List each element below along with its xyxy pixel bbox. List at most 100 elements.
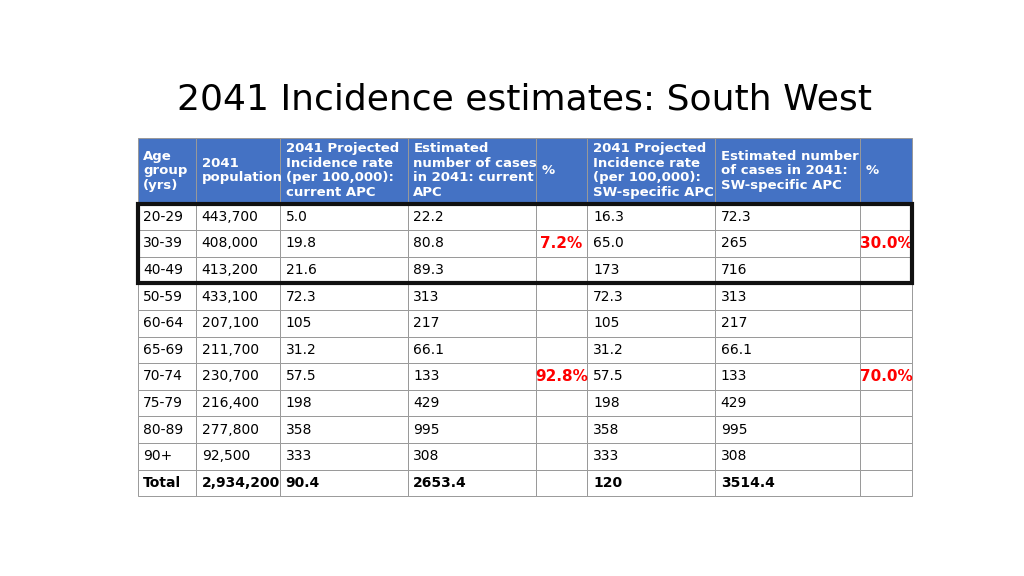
Text: 173: 173 <box>593 263 620 277</box>
Text: 133: 133 <box>414 369 439 384</box>
Text: 66.1: 66.1 <box>721 343 752 357</box>
Text: 57.5: 57.5 <box>286 369 316 384</box>
Bar <box>588 416 715 443</box>
Text: 120: 120 <box>593 476 623 490</box>
Bar <box>588 283 715 310</box>
Text: 716: 716 <box>721 263 748 277</box>
Text: 21.6: 21.6 <box>286 263 316 277</box>
Bar <box>408 230 536 257</box>
Text: %: % <box>541 164 554 177</box>
Text: 30.0%: 30.0% <box>860 236 912 251</box>
Text: 22.2: 22.2 <box>414 210 444 224</box>
Text: 105: 105 <box>593 316 620 330</box>
Bar <box>536 257 588 283</box>
Text: 358: 358 <box>286 423 312 437</box>
Bar <box>197 203 280 230</box>
Bar <box>860 390 912 416</box>
Text: 995: 995 <box>721 423 748 437</box>
Bar <box>715 336 860 363</box>
Bar <box>536 443 588 469</box>
Text: 443,700: 443,700 <box>202 210 259 224</box>
Text: 216,400: 216,400 <box>202 396 259 410</box>
Bar <box>588 469 715 497</box>
Bar <box>408 363 536 390</box>
Text: 31.2: 31.2 <box>593 343 624 357</box>
Text: 65.0: 65.0 <box>593 236 624 251</box>
Bar <box>280 390 408 416</box>
Text: 105: 105 <box>286 316 312 330</box>
Text: 358: 358 <box>593 423 620 437</box>
Bar <box>860 336 912 363</box>
Bar <box>280 310 408 336</box>
Bar <box>536 336 588 363</box>
Bar <box>197 283 280 310</box>
Text: 217: 217 <box>721 316 748 330</box>
Text: 90+: 90+ <box>143 449 172 463</box>
Bar <box>536 469 588 497</box>
Bar <box>588 230 715 257</box>
Bar <box>137 203 912 283</box>
Bar <box>280 469 408 497</box>
Bar <box>197 390 280 416</box>
Text: 217: 217 <box>414 316 439 330</box>
Bar <box>137 257 197 283</box>
Bar <box>715 416 860 443</box>
Bar <box>536 203 588 230</box>
Text: 265: 265 <box>721 236 748 251</box>
Bar <box>715 443 860 469</box>
Bar <box>137 416 197 443</box>
Text: Estimated number
of cases in 2041:
SW-specific APC: Estimated number of cases in 2041: SW-sp… <box>721 150 858 192</box>
Bar <box>860 257 912 283</box>
Bar <box>137 203 197 230</box>
Text: 20-29: 20-29 <box>143 210 183 224</box>
Bar <box>197 416 280 443</box>
Text: Total: Total <box>143 476 181 490</box>
Text: 2653.4: 2653.4 <box>414 476 467 490</box>
Text: 66.1: 66.1 <box>414 343 444 357</box>
Bar <box>860 416 912 443</box>
Text: 90.4: 90.4 <box>286 476 319 490</box>
Text: 313: 313 <box>721 290 748 304</box>
Bar <box>408 203 536 230</box>
Bar <box>715 283 860 310</box>
Text: 333: 333 <box>286 449 311 463</box>
Bar <box>280 336 408 363</box>
Text: 60-64: 60-64 <box>143 316 183 330</box>
Bar <box>588 257 715 283</box>
Text: 308: 308 <box>721 449 748 463</box>
Text: 16.3: 16.3 <box>593 210 624 224</box>
Bar <box>197 230 280 257</box>
Bar <box>197 138 280 203</box>
Text: 2041 Incidence estimates: South West: 2041 Incidence estimates: South West <box>177 82 872 116</box>
Text: 333: 333 <box>593 449 620 463</box>
Text: 3514.4: 3514.4 <box>721 476 774 490</box>
Bar <box>197 257 280 283</box>
Bar <box>860 138 912 203</box>
Bar <box>588 336 715 363</box>
Text: 19.8: 19.8 <box>286 236 316 251</box>
Text: 92.8%: 92.8% <box>536 369 588 384</box>
Text: 30-39: 30-39 <box>143 236 183 251</box>
Bar <box>408 469 536 497</box>
Text: Estimated
number of cases
in 2041: current
APC: Estimated number of cases in 2041: curre… <box>414 142 538 199</box>
Bar <box>137 363 197 390</box>
Text: 72.3: 72.3 <box>593 290 624 304</box>
Text: 72.3: 72.3 <box>286 290 316 304</box>
Text: Age
group
(yrs): Age group (yrs) <box>143 150 187 192</box>
Text: 429: 429 <box>721 396 748 410</box>
Bar <box>137 230 197 257</box>
Bar <box>137 138 197 203</box>
Bar <box>588 363 715 390</box>
Text: 429: 429 <box>414 396 439 410</box>
Text: 72.3: 72.3 <box>721 210 752 224</box>
Bar <box>280 416 408 443</box>
Bar <box>197 336 280 363</box>
Bar <box>408 310 536 336</box>
Bar <box>137 283 197 310</box>
Text: 995: 995 <box>414 423 440 437</box>
Text: 408,000: 408,000 <box>202 236 259 251</box>
Text: 31.2: 31.2 <box>286 343 316 357</box>
Bar <box>197 469 280 497</box>
Bar <box>588 138 715 203</box>
Text: 40-49: 40-49 <box>143 263 183 277</box>
